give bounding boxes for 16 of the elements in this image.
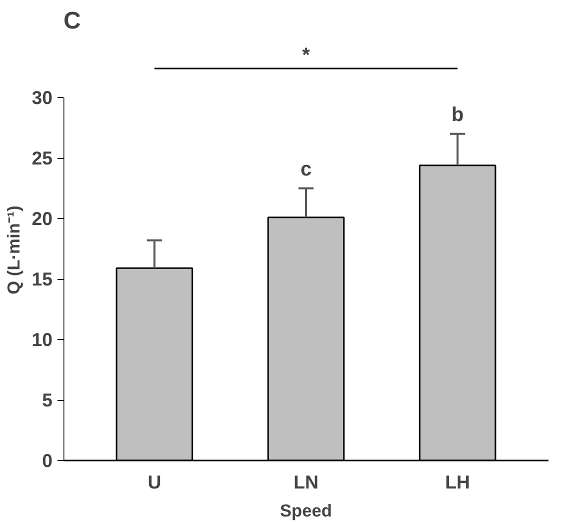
annotation: c bbox=[300, 158, 312, 180]
text: C bbox=[64, 8, 81, 34]
y-tick-label: 15 bbox=[32, 268, 53, 290]
y-tick-label: 0 bbox=[42, 450, 53, 471]
y-tick-label: 20 bbox=[32, 208, 53, 230]
x-tick-label: U bbox=[148, 472, 162, 492]
x-tick-label: LH bbox=[445, 472, 470, 492]
text: * bbox=[302, 44, 310, 67]
x-tick-label: LN bbox=[294, 472, 318, 492]
y-tick-label: 25 bbox=[32, 148, 53, 169]
y-tick-label: 10 bbox=[32, 329, 53, 350]
y-axis-title: Q (L·min⁻¹) bbox=[4, 206, 24, 294]
annotation: b bbox=[451, 104, 464, 126]
y-tick-label: 30 bbox=[32, 87, 53, 108]
x-axis-title: Speed bbox=[280, 500, 332, 520]
y-tick-label: 5 bbox=[42, 390, 53, 411]
